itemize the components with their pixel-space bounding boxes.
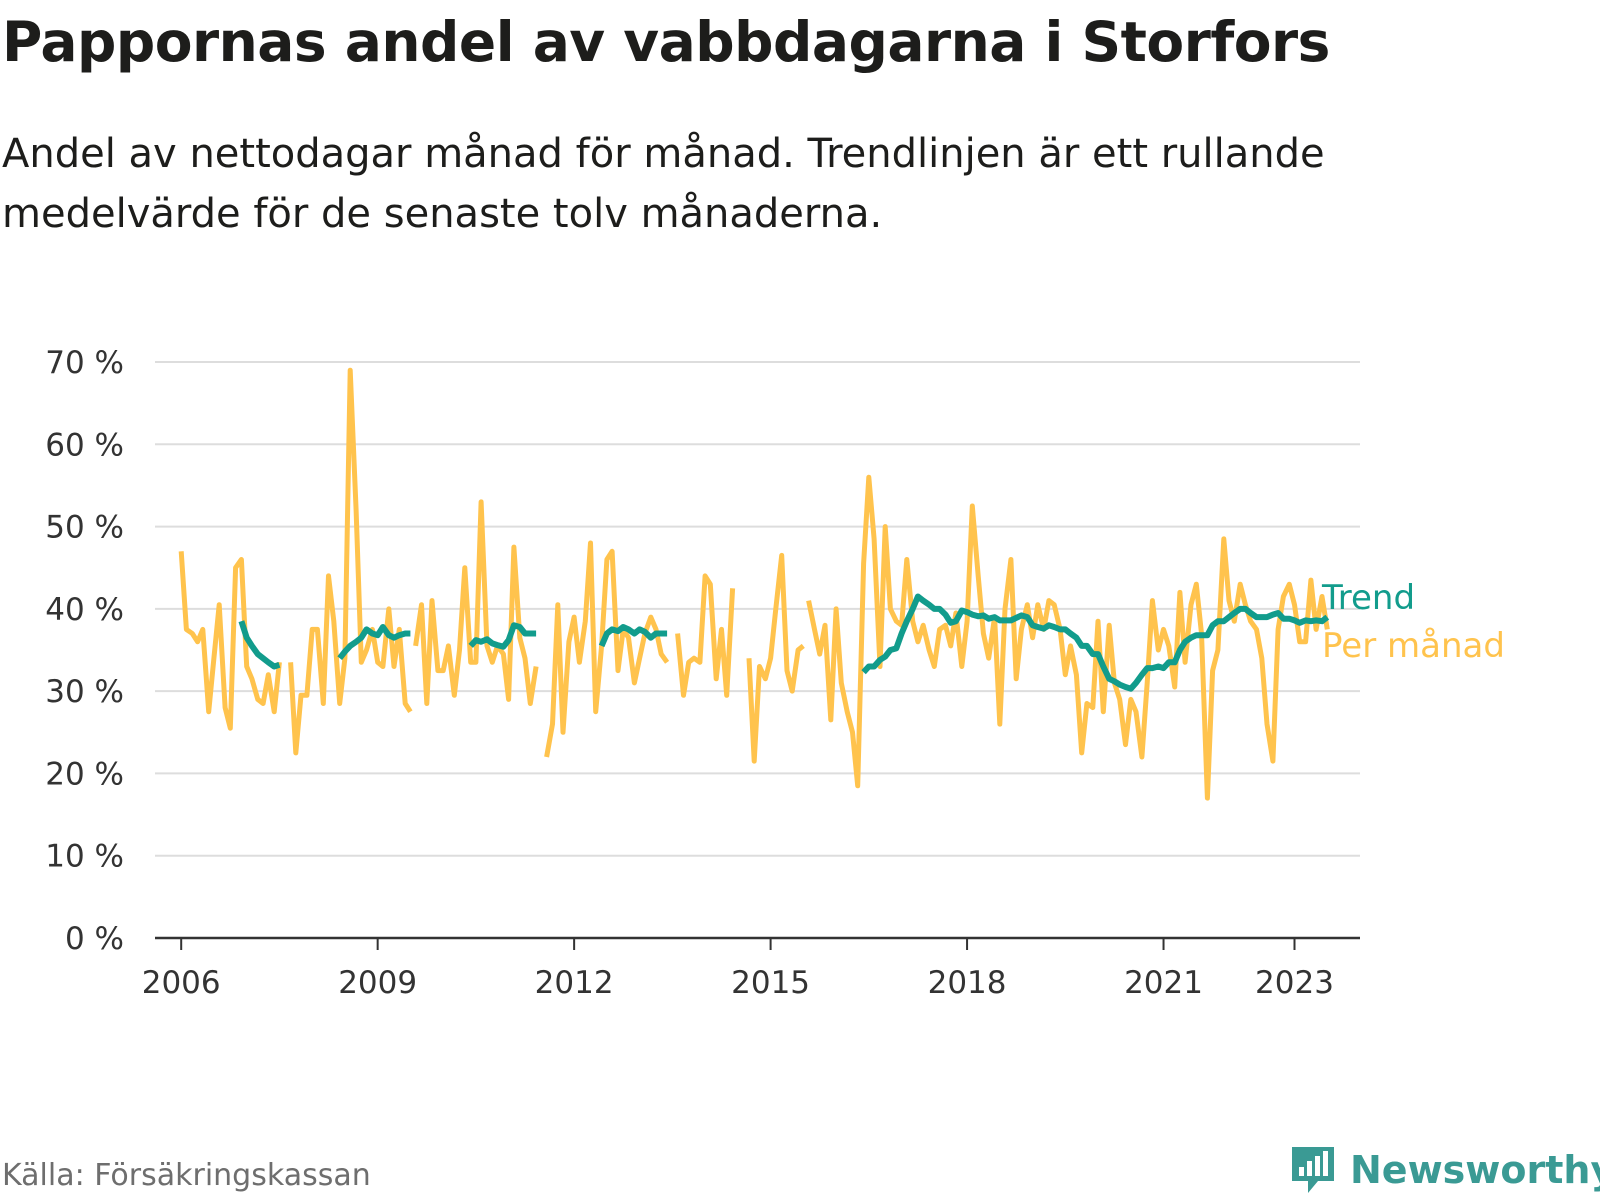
chart-subtitle: Andel av nettodagar månad för månad. Tre… xyxy=(2,124,1442,244)
y-tick-label: 20 % xyxy=(45,756,124,792)
monthly-series-line xyxy=(288,367,413,756)
trend-series-line xyxy=(337,624,411,661)
newsworthy-logo: Newsworthy xyxy=(1290,1140,1600,1200)
y-tick-label: 10 % xyxy=(45,839,124,875)
chart-title: Pappornas andel av vabbdagarna i Storfor… xyxy=(2,10,1330,74)
x-tick-label: 2012 xyxy=(535,965,614,1001)
subtitle-line-2: medelvärde för de senaste tolv månaderna… xyxy=(2,191,883,237)
legend-label-monthly: Per månad xyxy=(1322,626,1505,666)
monthly-series-line xyxy=(806,474,1330,801)
legend-label-trend: Trend xyxy=(1321,578,1415,618)
y-tick-label: 0 % xyxy=(65,921,124,957)
trend-series-line xyxy=(468,622,537,650)
newsworthy-logo-icon xyxy=(1292,1147,1334,1193)
x-tick-label: 2023 xyxy=(1255,965,1334,1001)
monthly-series-line xyxy=(675,573,736,698)
monthly-series-line xyxy=(544,540,670,758)
y-tick-label: 40 % xyxy=(45,592,124,628)
monthly-series-line xyxy=(178,551,282,731)
x-tick-label: 2009 xyxy=(338,965,417,1001)
x-tick-label: 2015 xyxy=(731,965,810,1001)
subtitle-line-1: Andel av nettodagar månad för månad. Tre… xyxy=(2,131,1325,177)
y-tick-label: 70 % xyxy=(45,345,124,381)
y-tick-label: 60 % xyxy=(45,427,124,463)
monthly-series-line xyxy=(746,552,805,764)
newsworthy-logo-text: Newsworthy xyxy=(1350,1148,1600,1192)
trend-series-line xyxy=(238,620,281,670)
x-tick-label: 2021 xyxy=(1124,965,1203,1001)
y-tick-label: 50 % xyxy=(45,510,124,546)
trend-series-line xyxy=(598,624,668,648)
trend-series-line xyxy=(861,593,1330,692)
source-note: Källa: Försäkringskassan xyxy=(2,1158,371,1193)
x-tick-label: 2018 xyxy=(928,965,1007,1001)
monthly-series-line xyxy=(413,499,539,706)
x-tick-label: 2006 xyxy=(142,965,221,1001)
y-tick-label: 30 % xyxy=(45,674,124,710)
